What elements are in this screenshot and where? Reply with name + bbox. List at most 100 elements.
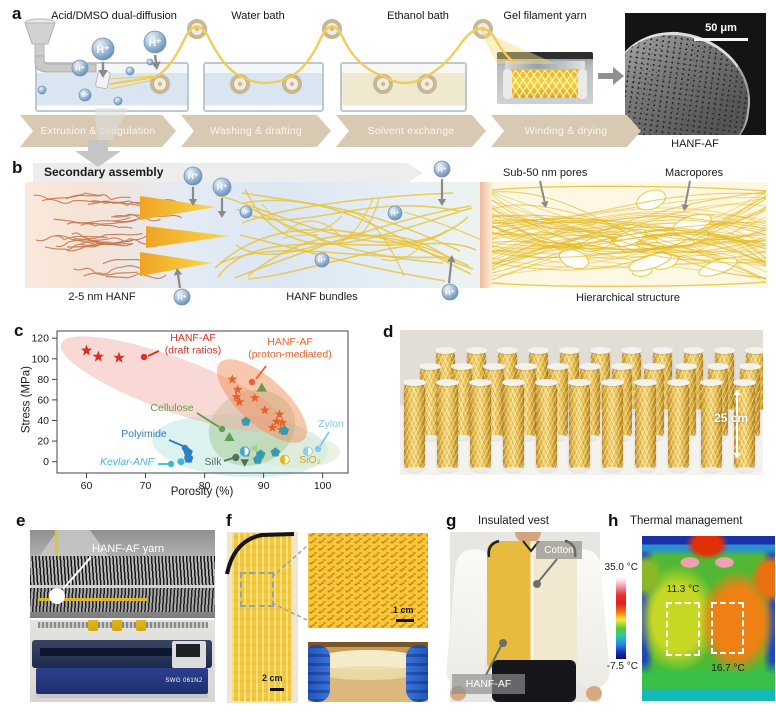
svg-text:H⁺: H⁺ <box>445 288 455 297</box>
sem-caption: HANF-AF <box>671 138 719 150</box>
svg-text:(proton-mediated): (proton-mediated) <box>248 349 331 361</box>
svg-text:H⁺: H⁺ <box>437 165 447 174</box>
thermal-roi-left <box>666 602 700 656</box>
machine-body <box>36 668 208 694</box>
panel-label-c: c <box>14 321 24 340</box>
yarn-spool <box>403 379 426 472</box>
cotton-label-box: Cotton <box>536 541 582 559</box>
yarn-spool <box>436 379 459 472</box>
hand-right <box>586 686 602 701</box>
vest-body <box>487 541 577 668</box>
ethanol-bath <box>340 62 467 112</box>
glove-right <box>406 645 428 702</box>
secondary-assembly-band <box>33 163 423 183</box>
panel-label-f: f <box>226 511 232 530</box>
yarn-spool <box>667 379 690 472</box>
stretched-fabric-band-2 <box>320 666 416 680</box>
yarn-spool <box>634 379 657 472</box>
winder-spool-cap-right <box>578 69 587 99</box>
svg-text:Polyimide: Polyimide <box>121 428 167 440</box>
fabric-scale-bar <box>270 688 284 691</box>
needle-band-divider <box>30 585 215 588</box>
svg-text:Zylon: Zylon <box>318 418 344 430</box>
winder-spool <box>505 70 585 98</box>
knitting-machine-photo <box>30 620 215 702</box>
fabric-scale-text: 2 cm <box>262 673 283 683</box>
svg-text:20: 20 <box>37 436 49 448</box>
svg-text:(draft ratios): (draft ratios) <box>165 345 222 357</box>
sem-scale-bar <box>694 38 748 41</box>
svg-text:Silk: Silk <box>205 456 223 468</box>
svg-text:0: 0 <box>43 456 49 468</box>
yarn-spool <box>733 379 756 472</box>
yarn-spool <box>419 363 441 440</box>
svg-text:Cellulose: Cellulose <box>150 402 193 414</box>
label-hanf-bundles: HANF bundles <box>286 291 358 303</box>
thermal-colorbar <box>616 577 626 659</box>
label-hierarchical-structure: Hierarchical structure <box>576 292 680 304</box>
svg-text:H⁺: H⁺ <box>177 293 187 302</box>
svg-text:60: 60 <box>37 394 49 406</box>
stage-label-1: Water bath <box>231 10 285 22</box>
panel-label-b: b <box>12 158 23 177</box>
colorbar-max-label: 35.0 °C <box>604 562 638 573</box>
spool-scale-label: 25 cm <box>713 411 749 425</box>
machine-base <box>36 694 208 698</box>
svg-text:40: 40 <box>37 415 49 427</box>
panel-label-h: h <box>608 511 619 530</box>
process-step-1: Washing & drafting <box>181 115 331 147</box>
assembly-transition-sliver <box>480 182 494 288</box>
process-step-2: Solvent exchange <box>336 115 486 147</box>
winder-spool-cap-left <box>503 69 512 99</box>
coagulation-bath <box>35 62 189 112</box>
stretch-test-photo <box>308 642 428 702</box>
chart-xlabel: Porosity (%) <box>170 486 234 498</box>
assembly-right-bg <box>480 182 768 288</box>
sem-image <box>625 13 766 135</box>
svg-text:SiO₂: SiO₂ <box>299 454 321 466</box>
svg-text:60: 60 <box>81 480 93 492</box>
chart-annotations: HANF-AF(draft ratios)HANF-AF(proton-medi… <box>100 332 344 468</box>
thermal-reading-left: 11.3 °C <box>666 584 700 595</box>
svg-text:80: 80 <box>37 374 49 386</box>
svg-text:HANF-AF: HANF-AF <box>170 332 216 344</box>
winder-to-sem-arrow <box>598 67 624 85</box>
svg-text:100: 100 <box>31 353 49 365</box>
machine-slot <box>40 648 180 656</box>
chart-regions <box>60 336 340 478</box>
secondary-assembly-title: Secondary assembly <box>44 165 164 179</box>
machine-rail <box>38 622 208 628</box>
stage-label-0: Acid/DMSO dual-diffusion <box>51 10 177 22</box>
machine-spool-2 <box>112 620 122 631</box>
yarn-spool <box>469 379 492 472</box>
machine-spool-3 <box>136 620 146 631</box>
yarn-spool <box>502 379 525 472</box>
process-step-3: Winding & drying <box>491 115 641 147</box>
machine-screen <box>176 644 200 657</box>
thermal-roi-right <box>711 602 744 654</box>
glove-left <box>308 645 330 702</box>
water-bath <box>203 62 324 112</box>
thermal-title: Thermal management <box>630 515 743 527</box>
winder-mechanism <box>505 61 585 69</box>
thermal-reading-right: 16.7 °C <box>711 663 745 674</box>
winder-top-bar <box>497 52 593 59</box>
stage-label-2: Ethanol bath <box>387 10 449 22</box>
chart-markers <box>80 344 313 467</box>
panel-label-a: a <box>12 4 22 23</box>
machine-spool-1 <box>88 620 98 631</box>
colorbar-min-label: -7.5 °C <box>606 661 638 672</box>
yarn-spools-photo <box>400 330 763 475</box>
assembly-left-middle-bg <box>25 182 480 288</box>
knit-texture-inset <box>308 533 428 628</box>
process-step-0: Extrusion & coagulation <box>20 115 176 147</box>
label-sub50-pores: Sub-50 nm pores <box>503 167 588 179</box>
panel-label-d: d <box>383 322 394 341</box>
hanf-label-box: HANF-AF <box>452 674 525 694</box>
spool-field <box>400 330 763 475</box>
yarn-spool <box>535 379 558 472</box>
fabric-roi-box <box>240 572 274 607</box>
inset-scale-text: 1 cm <box>393 605 414 615</box>
